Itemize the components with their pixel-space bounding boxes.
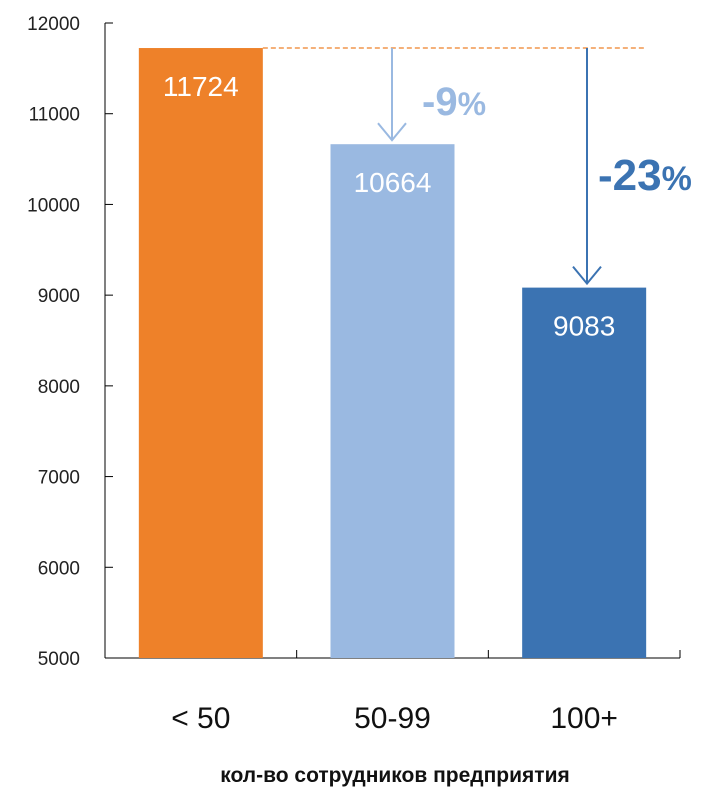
percent-sign: % <box>458 86 486 122</box>
y-tick-label: 6000 <box>38 558 80 579</box>
bar <box>330 144 455 659</box>
y-tick-label: 11000 <box>29 105 80 126</box>
y-tick-label: 9000 <box>38 286 80 307</box>
bar <box>522 287 647 658</box>
x-axis-title: кол-во сотрудников предприятия <box>220 764 570 787</box>
y-tick-label: 8000 <box>38 377 80 398</box>
y-tick-label: 5000 <box>38 649 80 670</box>
y-tick-label: 12000 <box>27 14 80 35</box>
change-percent-label: -9% <box>422 80 486 124</box>
bar-value-label: 10664 <box>354 167 432 198</box>
percent-sign: % <box>662 160 692 198</box>
change-percent-label: -23% <box>598 151 692 200</box>
bar-value-label: 11724 <box>163 71 239 102</box>
bar <box>138 48 263 658</box>
change-arrow-head <box>377 122 407 142</box>
x-category-label: 100+ <box>550 702 618 735</box>
x-category-label: < 50 <box>171 702 230 735</box>
bars: 11724 10664 9083 <box>138 48 647 659</box>
bar-value-label: 9083 <box>553 311 615 342</box>
y-axis: 5000 6000 7000 8000 9000 10000 11000 12000 <box>27 14 113 670</box>
annotations: -9% -23% <box>377 48 692 286</box>
y-tick-label: 7000 <box>38 468 80 489</box>
x-category-label: 50-99 <box>354 702 431 735</box>
y-tick-label: 10000 <box>27 195 80 216</box>
change-arrow-head <box>572 265 602 286</box>
x-axis: < 50 50-99 100+ <box>105 650 681 735</box>
